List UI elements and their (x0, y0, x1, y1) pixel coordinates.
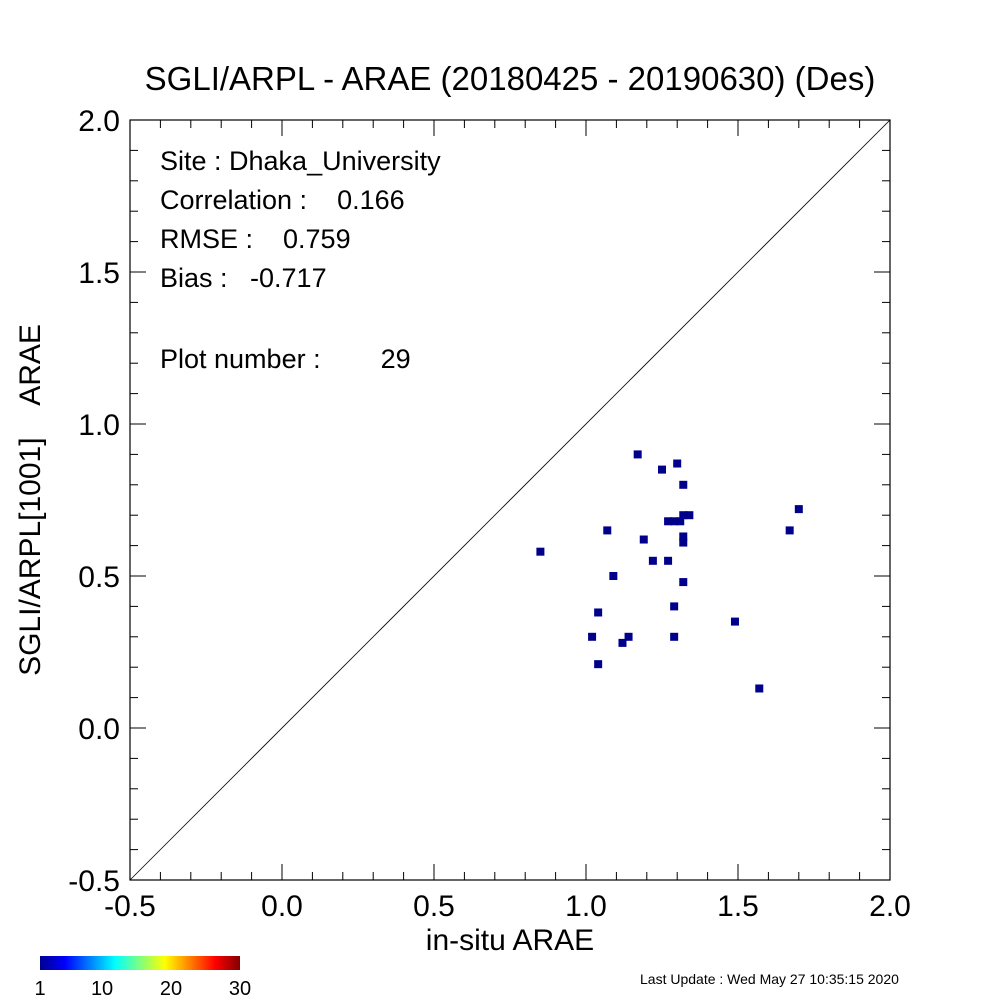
x-axis-label: in-situ ARAE (426, 924, 594, 957)
data-point (679, 480, 688, 489)
data-points (536, 450, 803, 693)
colorbar-tick-label: 30 (229, 978, 251, 1000)
x-tick-label: -0.5 (104, 890, 156, 923)
colorbar-tick-labels: 1 10 20 30 (34, 978, 251, 1000)
data-point (603, 526, 612, 535)
colorbar-tick-label: 20 (160, 978, 182, 1000)
data-point (755, 684, 764, 693)
colorbar-tick-label: 1 (34, 978, 45, 1000)
last-update-text: Last Update : Wed May 27 10:35:15 2020 (640, 971, 899, 987)
data-point (685, 511, 694, 520)
data-point (664, 517, 673, 526)
data-point (679, 538, 688, 547)
one-to-one-line (129, 119, 891, 881)
data-point (673, 459, 682, 468)
stat-correlation: Correlation : 0.166 (160, 185, 405, 215)
data-point (624, 632, 633, 641)
data-point (658, 465, 666, 474)
data-point (794, 505, 803, 514)
x-tick-label: 0.5 (413, 890, 455, 923)
y-tick-label: 2.0 (78, 105, 120, 138)
data-point (648, 556, 657, 565)
data-point (679, 532, 688, 541)
x-tick-label: 0.0 (261, 890, 303, 923)
x-tick-labels: -0.5 0.0 0.5 1.0 1.5 2.0 (104, 890, 911, 923)
data-point (676, 517, 685, 526)
data-point (670, 602, 679, 611)
y-tick-label: -0.5 (68, 865, 120, 898)
y-tick-label: 1.5 (78, 257, 120, 290)
data-point (536, 547, 545, 556)
y-axis-label: SGLI/ARPL[1001] ARAE (14, 324, 47, 676)
y-tick-labels: -0.5 0.0 0.5 1.0 1.5 2.0 (68, 105, 120, 898)
data-point (664, 556, 673, 565)
data-point (594, 608, 603, 617)
y-tick-label: 1.0 (78, 409, 120, 442)
stat-bias: Bias : -0.717 (160, 263, 327, 293)
data-point (670, 517, 679, 526)
data-point (785, 526, 794, 535)
y-tick-label: 0.0 (78, 713, 120, 746)
x-tick-label: 1.0 (565, 890, 607, 923)
stat-plot-number: Plot number : 29 (160, 344, 411, 374)
stat-site: Site : Dhaka_University (160, 146, 441, 176)
x-tick-label: 1.5 (717, 890, 759, 923)
plot-area-frame (129, 119, 891, 881)
y-tick-label: 0.5 (78, 561, 120, 594)
data-point (730, 617, 739, 626)
data-point (679, 511, 688, 520)
colorbar-tick-label: 10 (91, 978, 113, 1000)
data-point (618, 638, 627, 647)
data-point (633, 450, 642, 459)
data-point (639, 535, 648, 544)
chart-title: SGLI/ARPL - ARAE (20180425 - 20190630) (… (145, 60, 876, 97)
stat-rmse: RMSE : 0.759 (160, 224, 351, 254)
colorbar (40, 956, 240, 970)
data-point (670, 632, 679, 641)
axis-ticks (129, 119, 891, 881)
data-point (609, 572, 618, 580)
data-point (594, 660, 603, 669)
x-tick-label: 2.0 (869, 890, 911, 923)
data-point (679, 578, 688, 587)
data-point (588, 632, 597, 641)
